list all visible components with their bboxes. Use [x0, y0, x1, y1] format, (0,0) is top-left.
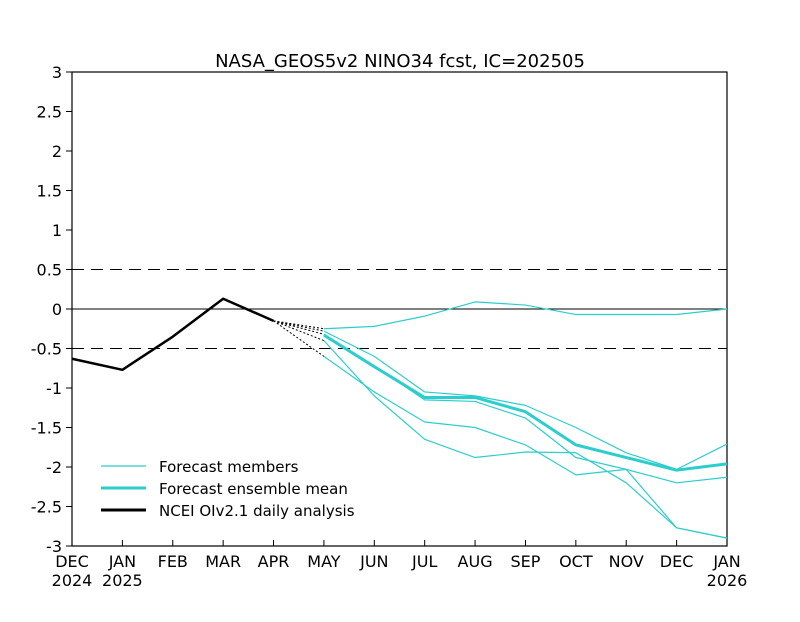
- x-tick-label: JUL: [411, 552, 437, 571]
- y-tick-label: -2: [46, 458, 62, 477]
- y-tick-label: 1: [52, 221, 62, 240]
- y-tick-label: 2: [52, 142, 62, 161]
- x-year-label: 2026: [707, 571, 748, 590]
- legend-label-3: NCEI OIv2.1 daily analysis: [159, 502, 355, 520]
- legend-label-2: Forecast ensemble mean: [159, 480, 348, 498]
- y-tick-label: -1: [46, 379, 62, 398]
- y-tick-label: -1.5: [31, 419, 62, 438]
- chart-title: NASA_GEOS5v2 NINO34 fcst, IC=202505: [215, 51, 585, 72]
- x-tick-label: NOV: [609, 552, 644, 571]
- ensemble-mean: [323, 333, 728, 472]
- forecast-member-line-1: [323, 301, 728, 330]
- x-tick-label: OCT: [559, 552, 593, 571]
- forecast-member-line-5: [323, 355, 728, 484]
- connector-line: [273, 320, 325, 332]
- x-tick-label: JAN: [712, 552, 740, 571]
- y-tick-label: 0.5: [37, 261, 62, 280]
- observed-analysis: [71, 297, 275, 372]
- y-tick-label: 0: [52, 300, 62, 319]
- x-tick-label: DEC: [55, 552, 89, 571]
- observed-forecast-connectors: [273, 320, 325, 357]
- x-tick-label: JAN: [108, 552, 136, 571]
- legend: Forecast members Forecast ensemble mean NC…: [101, 458, 355, 520]
- forecast-member-line-3: [323, 333, 728, 539]
- x-tick-label: MAR: [205, 552, 241, 571]
- x-tick-label: MAY: [307, 552, 341, 571]
- x-tick-label: DEC: [660, 552, 694, 571]
- y-tick-label: -3: [46, 537, 62, 556]
- y-tick-label: -0.5: [31, 340, 62, 359]
- y-tick-label: 1.5: [37, 182, 62, 201]
- connector-line: [273, 320, 325, 342]
- x-year-label: 2024: [52, 571, 93, 590]
- reference-lines: [72, 269, 727, 349]
- y-tick-label: 2.5: [37, 103, 62, 122]
- connector-line: [273, 320, 325, 330]
- forecast-member-line-2: [323, 330, 728, 470]
- x-year-label: 2025: [102, 571, 143, 590]
- x-tick-label: APR: [258, 552, 290, 571]
- y-tick-label: -2.5: [31, 498, 62, 517]
- y-tick-label: 3: [52, 63, 62, 82]
- forecast-member-line-4: [323, 340, 728, 539]
- y-axis: 3 2.5 2 1.5 1 0.5 0 -0.5 -1 -1.5 -2 -2.5 -3: [31, 63, 72, 556]
- x-tick-label: FEB: [158, 552, 188, 571]
- x-tick-label: AUG: [458, 552, 493, 571]
- forecast-members: [323, 301, 728, 539]
- ensemble-mean-line: [323, 333, 728, 472]
- observed-analysis-line: [71, 297, 275, 372]
- x-axis: DEC JAN FEB MAR APR MAY JUN JUL AUG SEP OCT NOV DEC J…: [52, 540, 748, 590]
- connector-line: [273, 320, 325, 335]
- x-tick-label: JUN: [359, 552, 388, 571]
- x-tick-label: SEP: [511, 552, 541, 571]
- legend-label-1: Forecast members: [159, 458, 299, 476]
